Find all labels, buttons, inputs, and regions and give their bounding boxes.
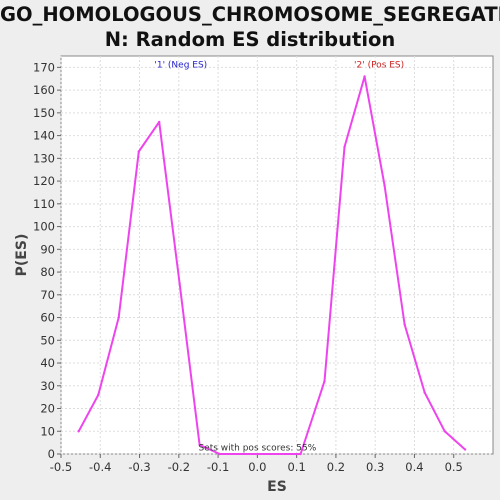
x-tick-label: 0.0	[248, 460, 266, 474]
y-tick-label: 70	[40, 288, 55, 302]
y-tick-label: 30	[40, 379, 55, 393]
data-point	[178, 282, 181, 285]
data-point	[463, 448, 467, 451]
data-point	[157, 120, 161, 124]
y-tick-label: 40	[40, 356, 55, 370]
y-tick-label: 20	[40, 402, 55, 416]
y-tick-label: 170	[33, 60, 55, 74]
x-tick-label: -0.5	[50, 460, 72, 474]
y-tick-label: 160	[33, 83, 55, 97]
plot-area	[60, 55, 494, 455]
data-point	[423, 391, 426, 394]
y-tick-label: 120	[33, 174, 55, 188]
y-tick-label: 80	[40, 265, 55, 279]
y-tick-label: 150	[33, 106, 55, 120]
x-axis-label: ES	[267, 479, 287, 495]
data-point	[443, 430, 446, 433]
data-point	[198, 443, 201, 447]
data-point	[77, 430, 80, 433]
annotation-label: '2' (Pos ES)	[354, 60, 404, 70]
chart-title-line-2: N: Random ES distribution	[104, 28, 396, 51]
y-tick-label: 0	[48, 447, 55, 461]
x-tick-label: -0.1	[207, 460, 229, 474]
data-point	[343, 145, 346, 149]
y-tick-label: 100	[33, 220, 55, 234]
x-tick-label: 0.3	[366, 460, 384, 474]
annotation-label: Sets with pos scores: 55%	[198, 444, 316, 454]
annotation-label: '1' (Neg ES)	[154, 60, 207, 70]
data-point	[299, 452, 302, 456]
y-tick-label: 110	[33, 197, 55, 211]
chart-title: GO_HOMOLOGOUS_CHROMOSOME_SEGREGATIO N: R…	[0, 2, 500, 52]
y-tick-label: 50	[40, 333, 55, 347]
data-point	[97, 393, 100, 397]
data-point	[363, 75, 366, 78]
x-tick-label: 0.2	[327, 460, 345, 474]
data-point	[323, 380, 326, 383]
grid-lines	[60, 56, 493, 455]
x-tick-label: -0.4	[89, 460, 111, 474]
annotations: '1' (Neg ES) '2' (Pos ES) Sets with pos sc…	[154, 60, 404, 453]
data-point	[403, 323, 406, 326]
y-tick-label: 140	[33, 129, 55, 143]
y-tick-label: 60	[40, 311, 55, 325]
x-tick-label: 0.1	[287, 460, 305, 474]
axis-ticks: 0 10 20 30 40 50 60 70 80 90 100 110 120 130 140 150 160…	[33, 60, 463, 474]
x-tick-label: 0.4	[405, 460, 423, 474]
x-tick-label: -0.2	[168, 460, 190, 474]
y-axis-label: P(ES)	[14, 234, 30, 277]
y-tick-label: 10	[40, 424, 55, 438]
y-tick-label: 130	[33, 151, 55, 165]
data-point	[137, 150, 140, 153]
x-tick-label: 0.5	[445, 460, 463, 474]
data-point	[383, 184, 386, 187]
y-tick-label: 90	[40, 242, 55, 256]
x-tick-label: -0.3	[128, 460, 150, 474]
data-point	[218, 452, 221, 456]
data-point	[117, 316, 120, 319]
chart-title-line-1: GO_HOMOLOGOUS_CHROMOSOME_SEGREGATIO	[0, 3, 500, 26]
series-layer	[77, 75, 467, 456]
